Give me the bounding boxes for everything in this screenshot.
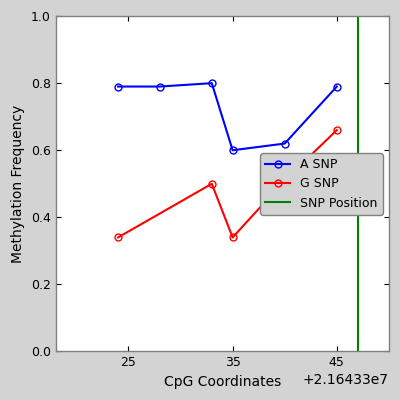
A SNP	[116, 84, 120, 89]
G SNP	[116, 235, 120, 240]
G SNP	[282, 178, 287, 183]
G SNP	[209, 181, 214, 186]
G SNP	[230, 235, 235, 240]
A SNP	[209, 81, 214, 86]
A SNP	[157, 84, 162, 89]
X-axis label: CpG Coordinates: CpG Coordinates	[164, 375, 281, 389]
G SNP	[334, 128, 339, 132]
Line: A SNP: A SNP	[114, 80, 340, 154]
Line: G SNP: G SNP	[114, 127, 340, 241]
Y-axis label: Methylation Frequency: Methylation Frequency	[11, 105, 25, 263]
A SNP	[282, 141, 287, 146]
A SNP	[334, 84, 339, 89]
A SNP	[230, 148, 235, 153]
Legend: A SNP, G SNP, SNP Position: A SNP, G SNP, SNP Position	[260, 153, 383, 214]
